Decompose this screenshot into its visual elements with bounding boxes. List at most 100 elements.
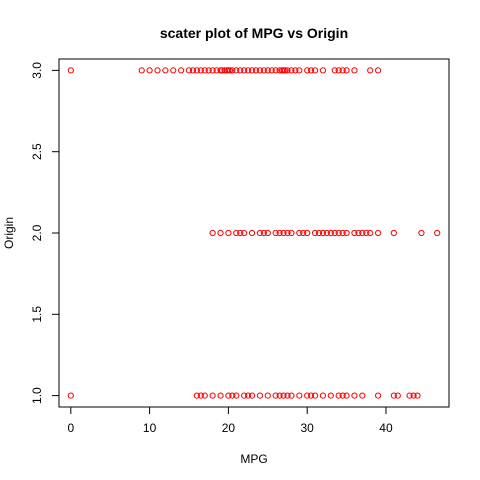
- data-point: [315, 229, 323, 237]
- data-point: [343, 229, 350, 237]
- data-point: [343, 392, 350, 399]
- data-point: [244, 392, 252, 399]
- data-point: [288, 392, 295, 399]
- data-point: [197, 67, 204, 74]
- data-point: [209, 67, 216, 74]
- data-point: [217, 229, 224, 237]
- data-point: [418, 229, 425, 237]
- data-point: [308, 67, 315, 74]
- data-point: [311, 67, 319, 74]
- data-point: [296, 392, 303, 399]
- data-point: [154, 67, 161, 74]
- data-point: [67, 392, 74, 399]
- data-point: [434, 229, 441, 237]
- y-tick-label: 1.5: [30, 306, 44, 323]
- data-point: [241, 229, 248, 237]
- data-point: [339, 67, 346, 74]
- data-point: [351, 229, 358, 237]
- data-point: [252, 67, 260, 74]
- data-point: [260, 67, 267, 74]
- data-point: [201, 392, 208, 399]
- data-point: [226, 67, 234, 74]
- data-point: [276, 229, 283, 237]
- data-point: [308, 392, 315, 399]
- data-point: [229, 392, 236, 399]
- data-point: [272, 229, 279, 237]
- data-point: [146, 67, 153, 74]
- data-point: [339, 229, 346, 237]
- data-point: [374, 229, 382, 237]
- data-point: [241, 67, 248, 74]
- plot-frame: [58, 58, 450, 408]
- data-point: [280, 392, 287, 399]
- data-point: [335, 229, 342, 237]
- data-point: [319, 392, 327, 399]
- chart-title: scater plot of MPG vs Origin: [160, 25, 348, 41]
- x-tick-label: 0: [67, 421, 74, 435]
- data-point: [335, 67, 342, 74]
- data-point: [272, 392, 279, 399]
- data-point: [217, 392, 224, 399]
- data-point: [237, 229, 244, 237]
- data-point: [406, 392, 413, 399]
- y-axis: 1.0 1.5 2.0 2.5 3.0: [30, 62, 60, 404]
- data-point: [359, 392, 366, 399]
- data-point: [244, 67, 252, 74]
- data-points: [67, 67, 441, 399]
- data-point: [205, 67, 212, 74]
- data-point: [363, 229, 370, 237]
- data-point: [282, 67, 289, 74]
- data-point: [248, 229, 256, 237]
- data-point: [248, 67, 256, 74]
- data-point: [331, 229, 338, 237]
- data-point: [374, 392, 382, 399]
- data-point: [256, 229, 264, 237]
- data-point: [351, 67, 358, 74]
- data-point: [67, 67, 74, 74]
- y-tick-label: 3.0: [30, 62, 44, 79]
- data-point: [284, 67, 291, 74]
- data-point: [351, 392, 358, 399]
- data-point: [390, 392, 397, 399]
- data-point: [185, 67, 193, 74]
- y-tick-label: 2.5: [30, 143, 44, 160]
- data-point: [284, 229, 291, 237]
- data-point: [367, 229, 374, 237]
- data-point: [292, 67, 299, 74]
- data-point: [264, 229, 271, 237]
- data-point: [304, 392, 311, 399]
- data-point: [276, 392, 283, 399]
- data-point: [193, 67, 200, 74]
- data-point: [256, 67, 264, 74]
- data-point: [264, 67, 271, 74]
- data-point: [162, 67, 169, 74]
- data-point: [311, 229, 319, 237]
- data-point: [311, 392, 319, 399]
- data-point: [138, 67, 145, 74]
- data-point: [359, 229, 366, 237]
- data-point: [272, 67, 279, 74]
- data-point: [288, 67, 295, 74]
- data-point: [335, 392, 342, 399]
- data-point: [280, 229, 287, 237]
- x-axis-label: MPG: [240, 452, 267, 466]
- data-point: [209, 392, 216, 399]
- x-tick-label: 30: [301, 421, 315, 435]
- data-point: [410, 392, 417, 399]
- data-point: [209, 229, 216, 237]
- data-point: [229, 67, 236, 74]
- data-point: [225, 392, 232, 399]
- data-point: [394, 392, 401, 399]
- data-point: [300, 229, 307, 237]
- data-point: [327, 229, 334, 237]
- data-point: [264, 392, 271, 399]
- data-point: [284, 392, 291, 399]
- data-point: [323, 229, 330, 237]
- data-point: [256, 392, 264, 399]
- data-point: [189, 67, 197, 74]
- data-point: [390, 229, 397, 237]
- data-point: [339, 392, 346, 399]
- y-tick-label: 2.0: [30, 224, 44, 241]
- data-point: [304, 229, 311, 237]
- y-tick-label: 1.0: [30, 387, 44, 404]
